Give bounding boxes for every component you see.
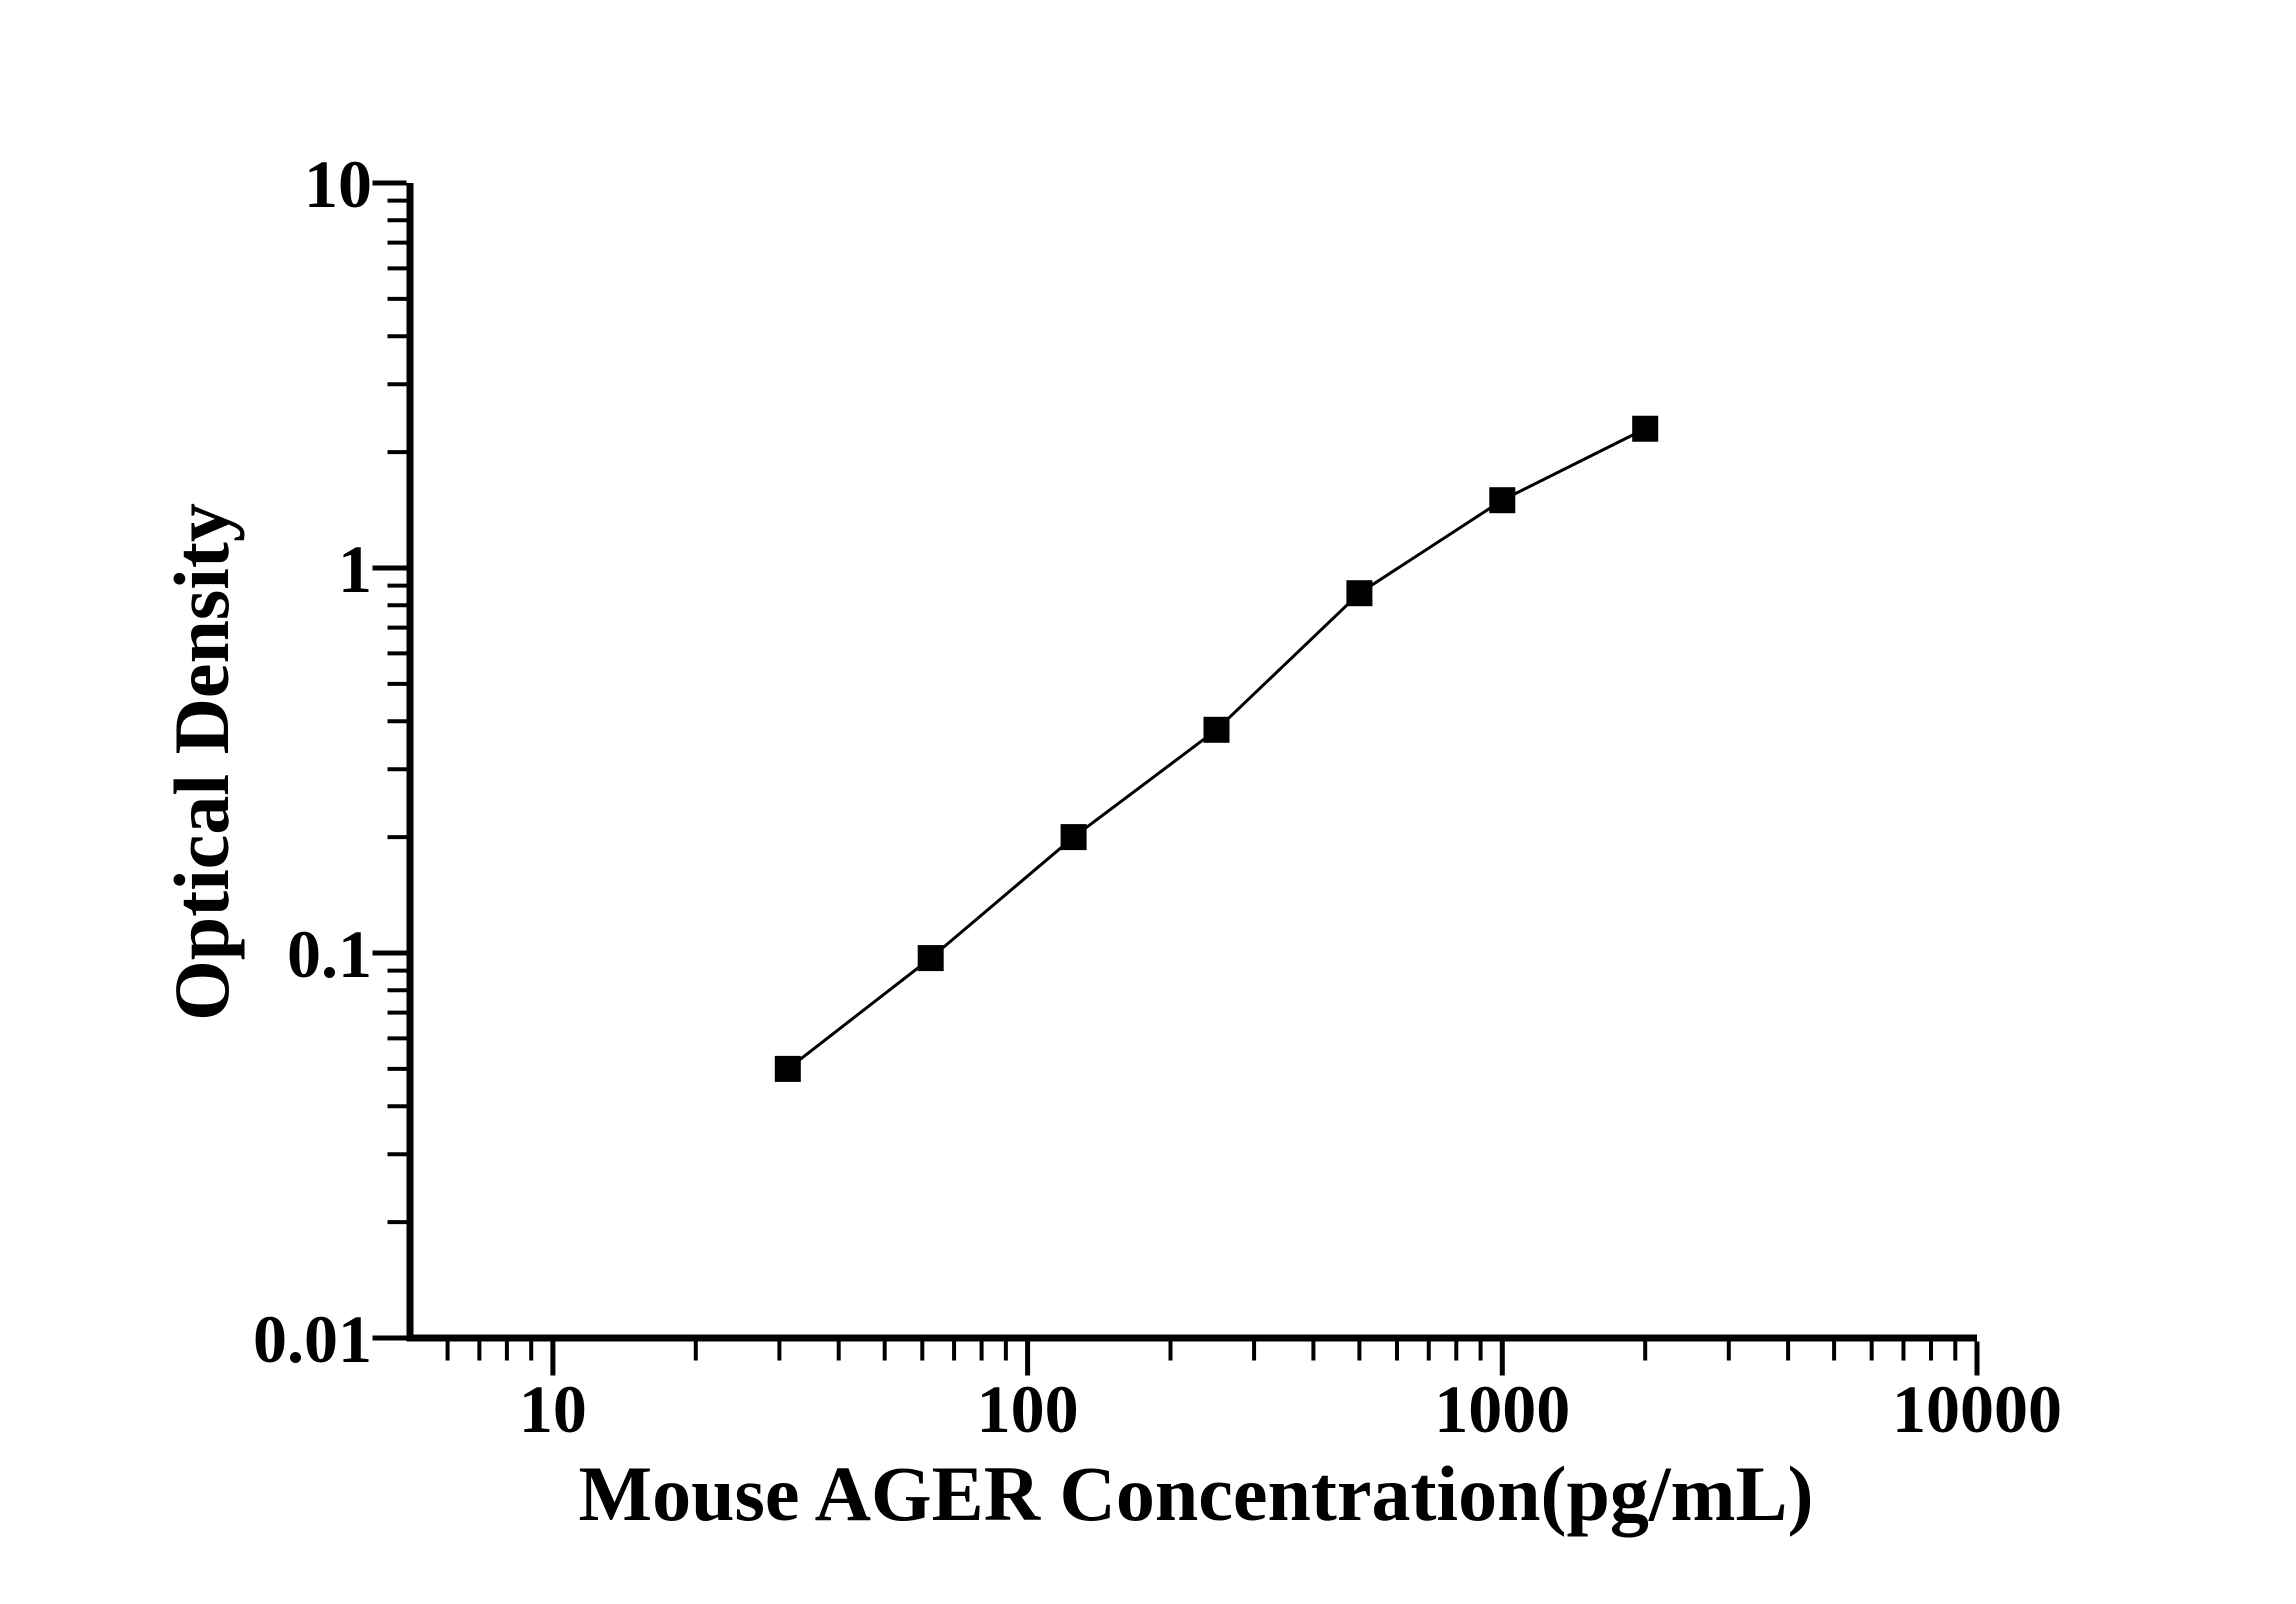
- series-line: [786, 427, 1646, 1071]
- data-point-marker: [1060, 824, 1087, 851]
- x-axis-tick-label: 10: [519, 1371, 587, 1447]
- y-axis-tick-label: 0.1: [287, 916, 372, 992]
- y-axis-tick-label: 10: [304, 146, 372, 222]
- series-layer: [774, 415, 1659, 1082]
- x-axis-tick-label: 10000: [1892, 1371, 2062, 1447]
- data-point-marker: [1632, 415, 1659, 442]
- data-point-marker: [917, 945, 944, 972]
- data-point-marker: [774, 1055, 801, 1082]
- x-axis-title: Mouse AGER Concentration(pg/mL): [579, 1450, 1814, 1537]
- x-axis-tick-label: 100: [977, 1371, 1079, 1447]
- data-point-marker: [1346, 580, 1373, 607]
- data-point-marker: [1489, 487, 1516, 514]
- x-axis-tick-label: 1000: [1434, 1371, 1570, 1447]
- axes-layer: 10 100 1000 10000 0.01 0.1 1 10: [253, 146, 2062, 1447]
- y-axis-title: Optical Density: [158, 503, 245, 1021]
- y-axis-tick-label: 0.01: [253, 1301, 372, 1377]
- y-axis-tick-label: 1: [338, 531, 372, 607]
- data-point-marker: [1203, 716, 1230, 743]
